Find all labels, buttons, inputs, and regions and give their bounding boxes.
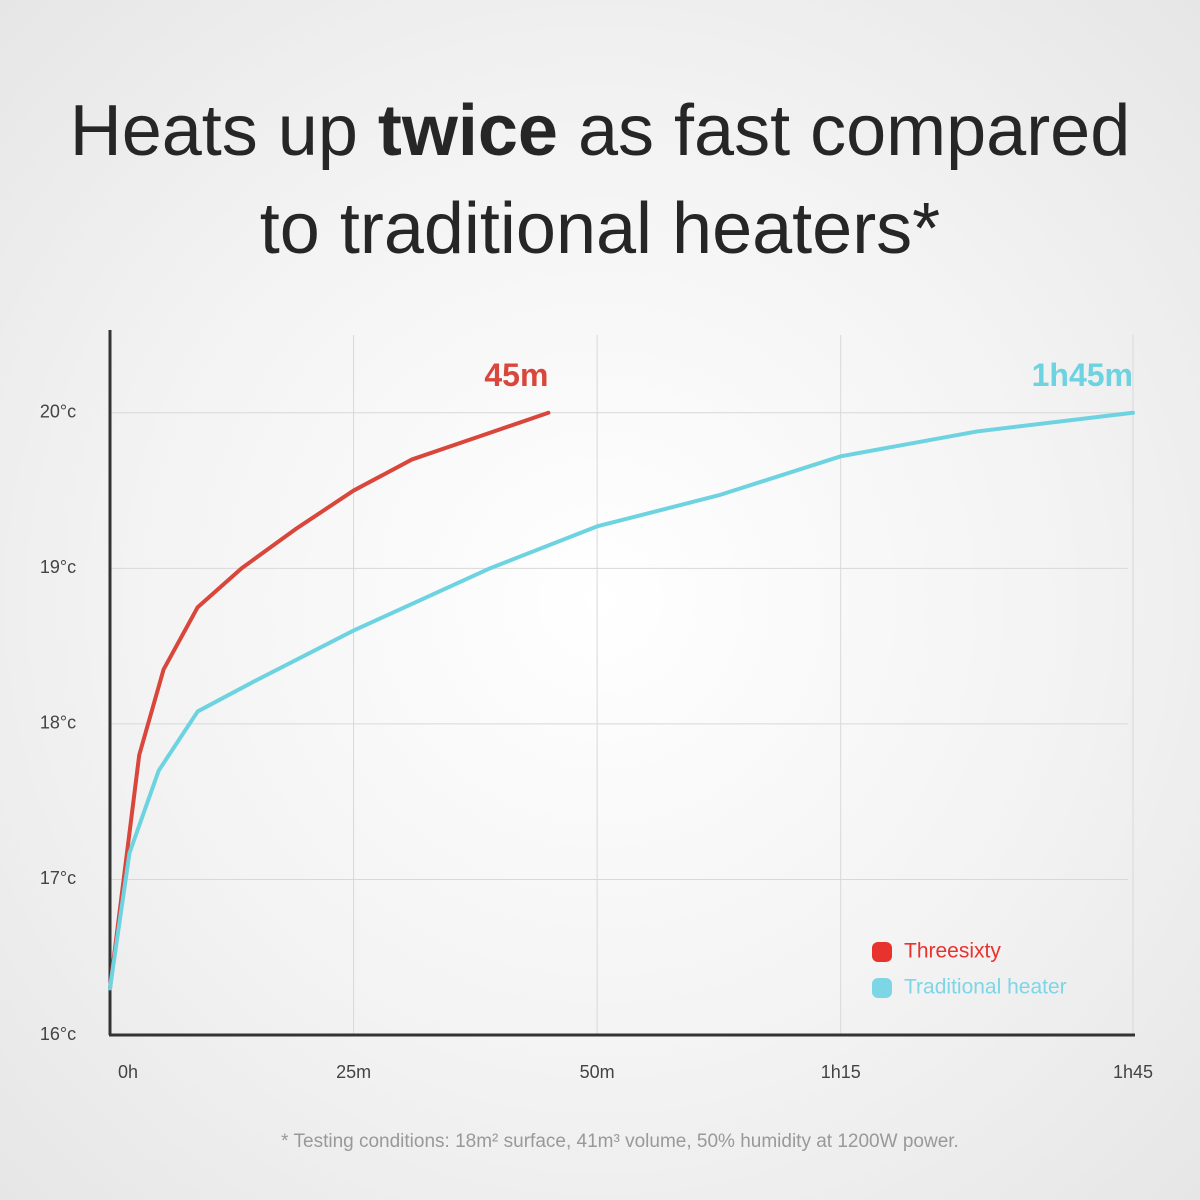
x-tick-label: 25m bbox=[336, 1062, 371, 1082]
end-label: 45m bbox=[484, 357, 548, 393]
y-tick-label: 17°c bbox=[40, 868, 76, 888]
x-tick-label: 0h bbox=[118, 1062, 138, 1082]
y-tick-label: 18°c bbox=[40, 713, 76, 733]
footnote: * Testing conditions: 18m² surface, 41m³… bbox=[281, 1131, 959, 1152]
legend-marker bbox=[872, 978, 892, 998]
x-tick-label: 50m bbox=[580, 1062, 615, 1082]
title-part: Heats up bbox=[69, 91, 378, 171]
legend-label: Threesixty bbox=[904, 940, 1001, 963]
series-line bbox=[108, 410, 1135, 991]
title-part: as fast compared bbox=[557, 91, 1131, 171]
title-part: to traditional heaters* bbox=[259, 189, 941, 269]
legend-label: Traditional heater bbox=[904, 976, 1067, 999]
x-tick-label: 1h45 bbox=[1113, 1062, 1153, 1082]
x-tick-label: 1h15 bbox=[821, 1062, 861, 1082]
end-label: 1h45m bbox=[1032, 357, 1133, 393]
y-tick-label: 20°c bbox=[40, 402, 76, 422]
title-emphasis: twice bbox=[377, 91, 558, 171]
y-tick-label: 19°c bbox=[40, 557, 76, 577]
series-line bbox=[108, 410, 551, 991]
y-tick-label: 16°c bbox=[40, 1024, 76, 1044]
legend-marker bbox=[872, 942, 892, 962]
chart-title: Heats up twice as fast compared to tradit… bbox=[0, 82, 1200, 278]
